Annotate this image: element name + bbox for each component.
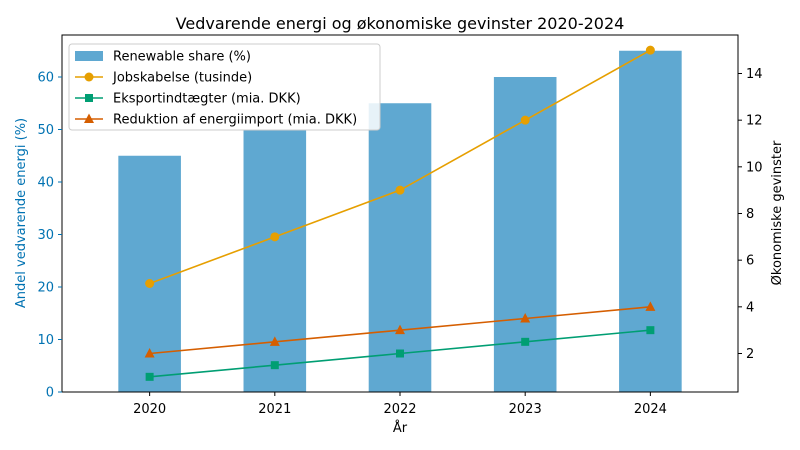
data-point [646,326,655,335]
data-point [269,336,280,346]
legend-entry: Jobskabelse (tusinde) [75,71,252,86]
y-axis-left-title: Andel vedvarende energi (%) [14,118,29,308]
line-series-2 [145,326,655,381]
chart-title: Vedvarende energi og økonomiske gevinste… [176,14,625,33]
y-right-tick-label: 10 [746,160,763,175]
y-left-tick-label: 40 [37,176,54,191]
bar-2024 [619,50,682,392]
y-axis-right-title: Økonomiske gevinster [770,140,785,285]
y-right-tick-label: 12 [746,114,763,129]
data-point [645,45,655,55]
y-left-tick-label: 50 [37,123,54,138]
data-point [395,324,405,335]
legend-entry: Reduktion af energiimport (mia. DKK) [75,113,357,128]
x-tick-label: 2021 [258,402,291,417]
bar-series [118,50,682,392]
x-tick-label: 2020 [133,402,166,417]
data-point [270,361,279,370]
legend-label: Eksportindtægter (mia. DKK) [113,92,301,107]
y-axis-right: 2 4 6 8 10 12 14 [738,67,763,362]
legend-entry: Eksportindtægter (mia. DKK) [75,92,301,107]
y-right-tick-label: 8 [746,207,754,222]
legend-label: Renewable share (%) [113,50,251,65]
y-right-tick-label: 6 [746,254,754,269]
line-series-group [144,45,656,381]
y-left-tick-label: 20 [37,281,54,296]
data-point [270,232,280,242]
data-point [520,115,530,125]
data-point [520,313,531,323]
x-tick-label: 2024 [634,402,667,417]
x-tick-label: 2022 [383,402,416,417]
line-series-3 [144,301,656,358]
x-axis-title: År [393,420,408,436]
legend-entry: Renewable share (%) [75,50,251,65]
legend-label: Reduktion af energiimport (mia. DKK) [113,113,357,128]
y-left-tick-label: 30 [37,228,54,243]
data-point [645,301,656,311]
x-tick-label: 2023 [509,402,542,417]
y-left-tick-label: 10 [37,333,54,348]
data-point [144,348,155,358]
data-point [145,279,155,288]
data-point [145,372,154,381]
legend-marker [85,94,93,102]
line-series-1 [145,45,655,288]
y-left-tick-label: 60 [37,71,54,86]
y-right-tick-label: 4 [746,300,754,315]
data-point [521,337,530,346]
legend-box [68,43,381,131]
data-point [395,185,405,195]
legend: Renewable share (%) Jobskabelse (tusinde)… [68,43,381,131]
x-axis: 2020 2021 2022 2023 2024 [133,392,667,417]
bar-2022 [368,103,432,392]
y-axis-left: 0 10 20 30 40 50 60 [37,71,62,401]
data-point [396,349,404,358]
legend-label: Jobskabelse (tusinde) [112,71,252,86]
y-left-tick-label: 0 [46,386,54,401]
legend-swatch [75,51,103,61]
legend-marker [84,113,94,123]
y-right-tick-label: 14 [746,67,763,82]
y-right-tick-label: 2 [746,347,754,362]
bar-2021 [243,129,307,392]
legend-marker [84,72,94,82]
